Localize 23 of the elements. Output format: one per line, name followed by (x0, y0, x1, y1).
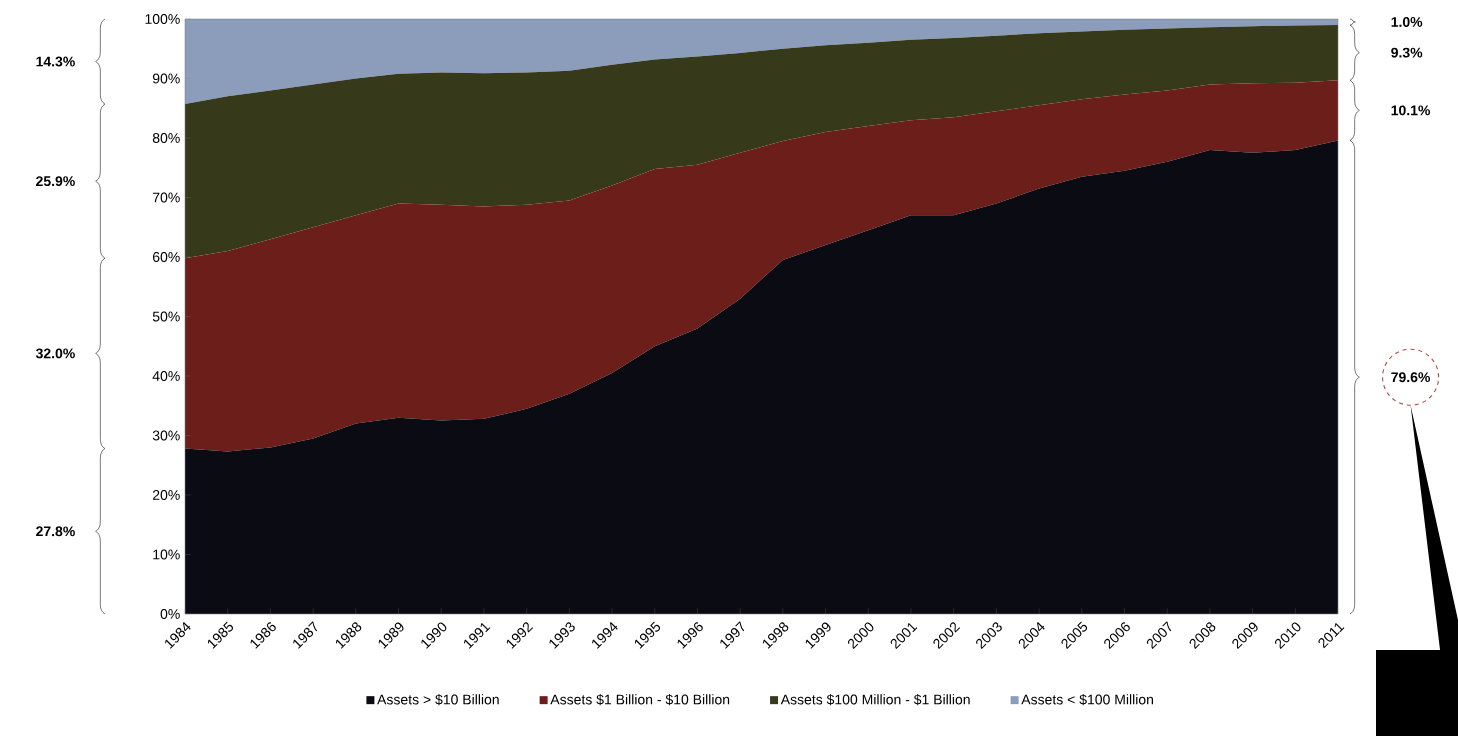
y-tick-label: 0% (160, 609, 180, 619)
y-tick-label: 30% (152, 430, 180, 441)
y-tick-label: 60% (152, 252, 180, 262)
y-tick-label: 90% (152, 73, 180, 84)
y-tick-label: 40% (152, 371, 180, 381)
legend-label: Assets $100 Million - $1 Billion (780, 693, 970, 706)
text: 32.0% (35, 348, 75, 359)
y-tick-label: 100% (145, 14, 180, 24)
text: 1.0% (1391, 17, 1423, 27)
text: 27.8% (36, 526, 75, 537)
text: 25.9% (36, 176, 75, 187)
y-tick-label: 70% (152, 192, 180, 203)
y-tick-label: 10% (153, 549, 180, 560)
text: 10.1% (1391, 105, 1431, 116)
legend-label: Assets $1 Billion - $10 Billion (550, 693, 730, 706)
text: 79.6% (1391, 372, 1431, 383)
legend-label: Assets < $100 Million (1021, 693, 1154, 706)
y-tick-label: 50% (152, 311, 180, 322)
legend-label: Assets > $10 Billion (377, 693, 499, 706)
text: 14.3% (36, 56, 75, 67)
y-tick-label: 20% (152, 490, 180, 500)
text: 9.3% (1391, 47, 1423, 58)
y-tick-label: 80% (152, 133, 180, 143)
